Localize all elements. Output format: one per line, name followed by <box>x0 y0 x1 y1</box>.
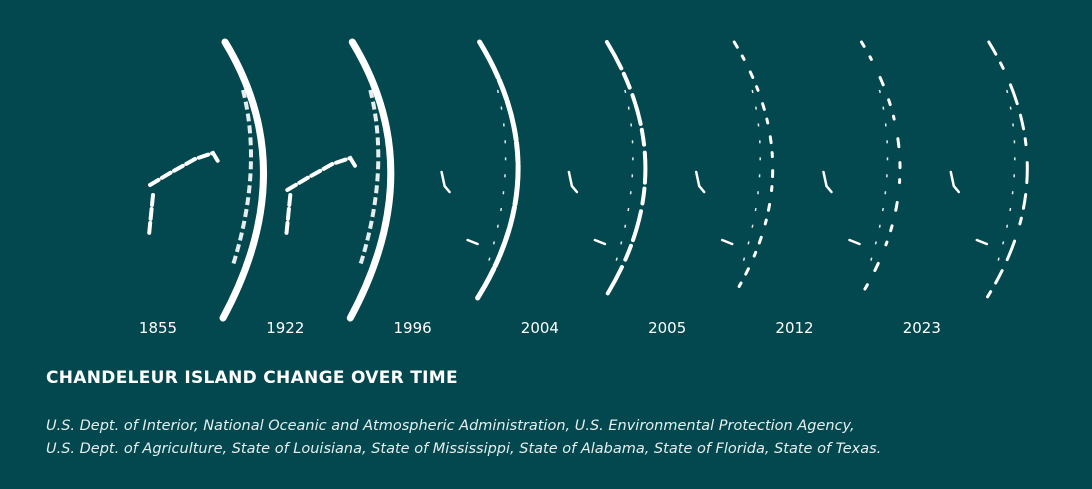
year-label: 2023 <box>903 319 941 337</box>
island-map: 1996 <box>394 39 521 337</box>
island-arc <box>219 38 267 322</box>
marsh-fringe <box>358 89 381 266</box>
year-label: 1922 <box>266 319 304 337</box>
island-map: 2023 <box>903 40 1029 337</box>
island-arc <box>475 39 521 301</box>
island-arc <box>602 40 648 300</box>
year-label: 2004 <box>521 319 559 337</box>
bay-islets <box>440 170 479 246</box>
source-line: U.S. Dept. of Agriculture, State of Loui… <box>46 441 881 457</box>
island-map: 1855 <box>139 38 267 337</box>
marsh-fringe <box>996 89 1016 266</box>
map-series: 1855 1922 1996 2004 2005 2012 2023 <box>139 38 1029 337</box>
bay-islets <box>949 170 989 246</box>
island-map: 2012 <box>775 40 902 337</box>
marsh-fringe <box>231 89 253 266</box>
island-arc <box>730 40 775 300</box>
bay-islands <box>147 150 221 237</box>
year-label: 1855 <box>139 319 177 337</box>
marsh-fringe <box>614 89 634 266</box>
source-line: U.S. Dept. of Interior, National Oceanic… <box>46 418 855 434</box>
marsh-fringe <box>868 89 889 266</box>
title: CHANDELEUR ISLAND CHANGE OVER TIME <box>46 368 458 388</box>
island-map: 2005 <box>648 40 775 337</box>
bay-islets <box>694 170 734 246</box>
year-label: 2005 <box>648 319 686 337</box>
bay-islets <box>567 170 607 246</box>
island-arc <box>346 38 395 322</box>
island-arc <box>858 40 902 300</box>
marsh-fringe <box>486 89 507 266</box>
marsh-fringe <box>741 89 761 266</box>
bay-islands <box>284 155 359 237</box>
island-map: 2004 <box>521 40 648 337</box>
year-label: 1996 <box>394 319 432 337</box>
year-label: 2012 <box>775 319 813 337</box>
bay-islets <box>822 170 861 246</box>
island-arc <box>985 40 1029 300</box>
island-map: 1922 <box>266 38 395 337</box>
